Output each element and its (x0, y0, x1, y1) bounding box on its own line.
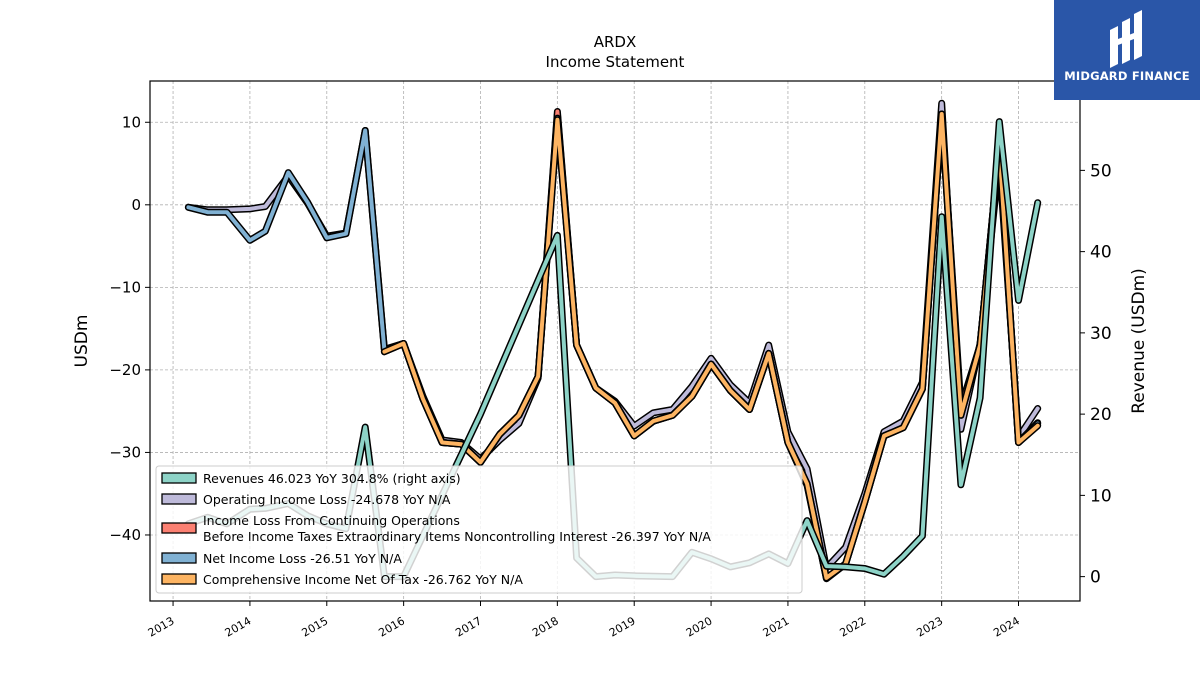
right-axis-title: Revenue (USDm) (1129, 268, 1149, 414)
legend: Revenues 46.023 YoY 304.8% (right axis) O… (155, 465, 803, 594)
legend-swatch (161, 493, 197, 505)
right-tick-label: 30 (1090, 324, 1112, 344)
right-tick-label: 0 (1090, 568, 1101, 588)
left-tick-label: −20 (109, 361, 141, 379)
right-tick-label: 10 (1090, 486, 1112, 506)
legend-item: Comprehensive Income Net Of Tax -26.762 … (161, 572, 523, 587)
x-tick-label: 2014 (223, 614, 254, 639)
left-tick-label: −40 (109, 526, 141, 544)
legend-item: Net Income Loss -26.51 YoY N/A (161, 551, 402, 566)
left-tick-label: 0 (131, 196, 141, 214)
right-tick-label: 50 (1090, 161, 1112, 181)
legend-swatch (161, 573, 197, 585)
legend-swatch (161, 552, 197, 564)
chart-subtitle: Income Statement (546, 53, 685, 71)
x-tick-label: 2015 (300, 614, 331, 639)
legend-label: Revenues 46.023 YoY 304.8% (right axis) (203, 471, 461, 486)
x-tick-label: 2020 (684, 614, 715, 639)
legend-item: Operating Income Loss -24.678 YoY N/A (161, 492, 451, 507)
right-axis: 0 10 20 30 40 50 (1080, 161, 1112, 588)
legend-label: Net Income Loss -26.51 YoY N/A (203, 551, 402, 566)
x-tick-label: 2022 (838, 614, 869, 639)
right-tick-label: 40 (1090, 243, 1112, 263)
legend-box (155, 465, 803, 594)
left-tick-label: −30 (109, 443, 141, 461)
legend-item: Income Loss From Continuing OperationsBe… (161, 513, 711, 544)
x-tick-label: 2019 (607, 614, 638, 639)
x-tick-label: 2013 (146, 614, 177, 639)
x-tick-label: 2016 (376, 614, 407, 639)
left-tick-label: 10 (122, 113, 141, 131)
legend-label: Operating Income Loss -24.678 YoY N/A (203, 492, 451, 507)
x-tick-label: 2023 (914, 614, 945, 639)
x-tick-label: 2018 (530, 614, 561, 639)
chart-title: ARDX (594, 33, 637, 51)
grid (150, 81, 1080, 601)
x-tick-label: 2021 (761, 614, 792, 639)
series-line-fill (382, 112, 1040, 580)
brand-logo: MIDGARD FINANCE (1054, 0, 1200, 100)
legend-item: Revenues 46.023 YoY 304.8% (right axis) (161, 471, 461, 486)
left-tick-label: −10 (109, 278, 141, 296)
series-line (380, 110, 1042, 582)
legend-label: Before Income Taxes Extraordinary Items … (203, 529, 711, 544)
legend-swatch (161, 472, 197, 484)
right-tick-label: 20 (1090, 405, 1112, 425)
legend-label: Comprehensive Income Net Of Tax -26.762 … (203, 572, 523, 587)
x-axis: 2013 2014 2015 2016 2017 2018 2019 2020 2021 2022… (146, 601, 1022, 640)
x-tick-label: 2017 (453, 614, 484, 639)
plot-frame (149, 80, 1081, 602)
left-axis: −40 −30 −20 −10 0 10 (109, 113, 150, 544)
left-axis-title: USDm (72, 315, 92, 368)
x-tick-label: 2024 (991, 614, 1022, 639)
legend-swatch (161, 522, 197, 534)
brand-name: MIDGARD FINANCE (1064, 69, 1190, 83)
midgard-logo-icon (1110, 10, 1142, 68)
legend-label: Income Loss From Continuing Operations (203, 513, 460, 528)
